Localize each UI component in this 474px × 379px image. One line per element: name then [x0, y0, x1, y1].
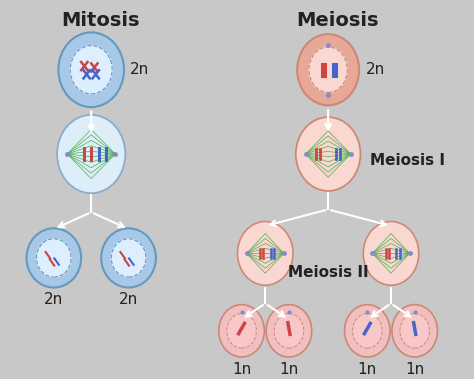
Text: Meiosis I: Meiosis I: [370, 153, 445, 168]
Ellipse shape: [58, 32, 124, 107]
Ellipse shape: [57, 115, 125, 193]
Ellipse shape: [309, 47, 347, 92]
Ellipse shape: [36, 239, 71, 277]
Text: 2n: 2n: [44, 292, 64, 307]
Text: 1n: 1n: [232, 362, 251, 377]
Ellipse shape: [363, 221, 419, 285]
Text: Meiosis II: Meiosis II: [288, 265, 368, 280]
Ellipse shape: [392, 305, 438, 357]
Text: 2n: 2n: [130, 62, 149, 77]
Ellipse shape: [297, 34, 359, 105]
Ellipse shape: [353, 313, 382, 348]
Ellipse shape: [296, 117, 360, 191]
Ellipse shape: [237, 221, 293, 285]
Text: 1n: 1n: [405, 362, 424, 377]
Ellipse shape: [219, 305, 264, 357]
Text: Mitosis: Mitosis: [61, 11, 139, 30]
Ellipse shape: [345, 305, 390, 357]
Text: 1n: 1n: [358, 362, 377, 377]
Text: 2n: 2n: [365, 62, 385, 77]
Ellipse shape: [227, 313, 256, 348]
Text: 2n: 2n: [119, 292, 138, 307]
Ellipse shape: [27, 228, 81, 288]
Ellipse shape: [70, 45, 112, 94]
Ellipse shape: [266, 305, 312, 357]
Ellipse shape: [101, 228, 156, 288]
Ellipse shape: [400, 313, 429, 348]
Ellipse shape: [274, 313, 304, 348]
Ellipse shape: [111, 239, 146, 277]
Text: Meiosis: Meiosis: [296, 11, 378, 30]
Text: 1n: 1n: [279, 362, 299, 377]
